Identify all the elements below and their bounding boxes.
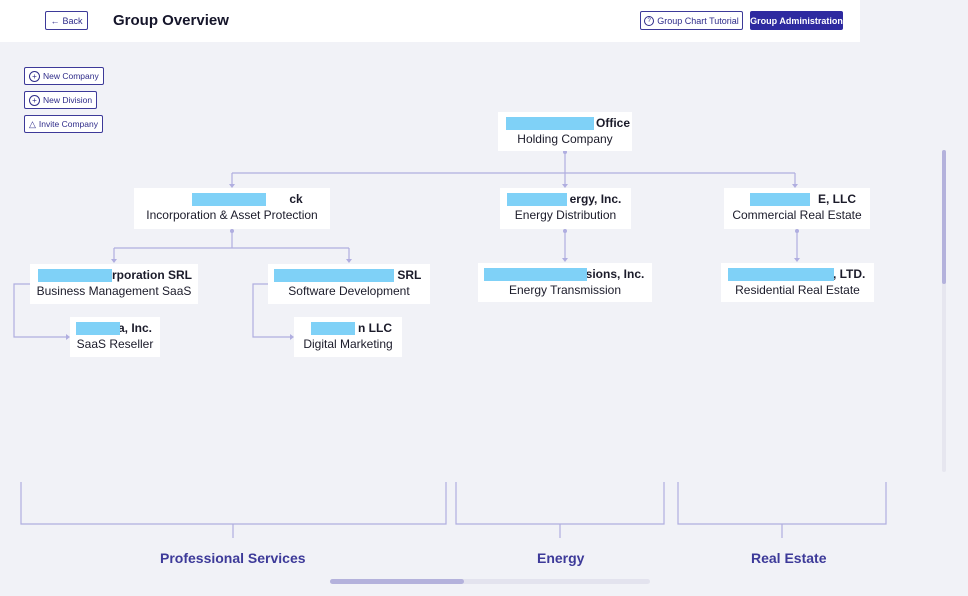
node-name: y Office: [504, 116, 630, 130]
horizontal-scroll-thumb[interactable]: [330, 579, 464, 584]
node-holding-office[interactable]: y Office Holding Company: [498, 112, 632, 151]
node-commercial-real-estate[interactable]: E, LLC Commercial Real Estate: [724, 188, 870, 229]
tutorial-label: Group Chart Tutorial: [657, 15, 739, 26]
node-saas-srl[interactable]: rporation SRL Business Management SaaS: [30, 264, 198, 304]
redaction-block: [76, 322, 120, 335]
back-button[interactable]: ← Back: [45, 11, 88, 30]
redaction-block: [484, 268, 587, 281]
node-description: Energy Distribution: [514, 208, 617, 222]
node-saas-reseller[interactable]: a, Inc. SaaS Reseller: [70, 317, 160, 357]
group-label-energy: Energy: [537, 550, 585, 566]
node-description: Residential Real Estate: [735, 283, 860, 297]
redaction-block: [192, 193, 266, 206]
new-division-label: New Division: [43, 95, 93, 105]
help-circle-icon: ?: [644, 15, 655, 26]
node-description: Software Development: [288, 284, 410, 298]
node-description: SaaS Reseller: [76, 337, 154, 351]
plus-circle-icon: +: [29, 94, 40, 106]
node-digital-marketing[interactable]: n LLC Digital Marketing: [294, 317, 402, 357]
node-description: Digital Marketing: [303, 337, 393, 351]
vertical-scroll-thumb[interactable]: [942, 150, 946, 284]
plus-circle-icon: +: [29, 70, 40, 82]
page-title: Group Overview: [113, 12, 229, 29]
invite-company-label: Invite Company: [38, 119, 98, 129]
node-energy-inc[interactable]: ergy, Inc. Energy Distribution: [500, 188, 631, 229]
warning-triangle-icon: △: [29, 118, 36, 129]
group-chart-tutorial-button[interactable]: ? Group Chart Tutorial: [640, 11, 743, 30]
arrow-left-icon: ←: [50, 15, 60, 26]
node-description: Business Management SaaS: [36, 284, 192, 298]
node-name: E, LLC: [730, 192, 864, 206]
node-name: ck: [140, 192, 324, 206]
node-description: Energy Transmission: [508, 283, 622, 297]
redaction-block: [274, 269, 394, 282]
node-name: rporation SRL: [36, 268, 192, 282]
node-description: Commercial Real Estate: [732, 208, 862, 222]
node-name: n LLC: [300, 321, 396, 335]
new-company-label: New Company: [43, 71, 99, 81]
redaction-block: [750, 193, 810, 206]
redaction-block: [311, 322, 355, 335]
group-label-real-estate: Real Estate: [751, 550, 827, 566]
redaction-block: [728, 268, 834, 281]
redaction-block: [507, 193, 567, 206]
new-company-button[interactable]: + New Company: [24, 67, 104, 85]
node-name: a, Inc.: [76, 321, 154, 335]
new-division-button[interactable]: + New Division: [24, 91, 98, 109]
group-administration-button[interactable]: Group Administration: [750, 11, 843, 30]
redaction-block: [38, 269, 112, 282]
node-name: ergy, Inc.: [506, 192, 625, 206]
redaction-block: [506, 117, 594, 130]
node-residential-real-estate[interactable]: l, LTD. Residential Real Estate: [721, 263, 874, 302]
node-description: Holding Company: [517, 132, 613, 146]
node-name: n SRL: [274, 268, 424, 282]
node-energy-transmission[interactable]: sions, Inc. Energy Transmission: [478, 263, 652, 302]
node-incorporation-asset[interactable]: ck Incorporation & Asset Protection: [134, 188, 330, 229]
vertical-scrollbar[interactable]: [942, 150, 946, 472]
node-name: sions, Inc.: [484, 267, 646, 281]
group-label-professional-services: Professional Services: [160, 550, 306, 566]
horizontal-scrollbar[interactable]: [330, 579, 650, 584]
node-name: l, LTD.: [727, 267, 868, 281]
node-software-srl[interactable]: n SRL Software Development: [268, 264, 430, 304]
invite-company-button[interactable]: △ Invite Company: [24, 115, 103, 133]
top-bar: ← Back Group Overview ? Group Chart Tuto…: [0, 0, 860, 42]
back-label: Back: [62, 15, 83, 26]
node-description: Incorporation & Asset Protection: [146, 208, 318, 222]
